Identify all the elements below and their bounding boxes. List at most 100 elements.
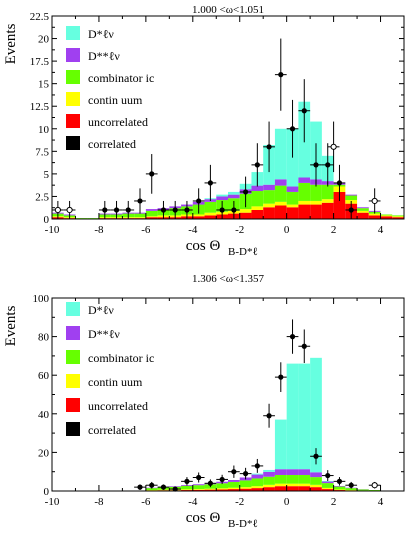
bar-segment — [357, 208, 369, 211]
x-tick-label: -8 — [94, 496, 104, 508]
legend-swatch — [66, 326, 80, 340]
data-point — [173, 207, 178, 212]
data-point — [137, 485, 142, 490]
bar-segment — [193, 485, 205, 489]
bar-segment — [275, 475, 287, 484]
legend-swatch — [66, 374, 80, 388]
chart-title: 1.306 <ω<1.357 — [192, 273, 264, 285]
bar-segment — [134, 217, 146, 218]
bar-segment — [298, 484, 310, 487]
bar-segment — [310, 205, 322, 219]
bar-segment — [275, 205, 287, 219]
bar-segment — [134, 214, 146, 218]
legend-swatch — [66, 26, 80, 40]
bar-segment — [228, 192, 240, 195]
data-point — [208, 180, 213, 185]
bar-segment — [275, 129, 287, 180]
data-point-open — [67, 207, 72, 212]
legend-label: correlated — [88, 423, 136, 437]
data-point — [243, 189, 248, 194]
data-point — [337, 180, 342, 185]
bar-segment — [205, 489, 217, 490]
data-point — [302, 108, 307, 113]
bar-segment — [193, 489, 205, 490]
bar-segment — [193, 214, 205, 216]
bar-segment — [287, 475, 299, 484]
data-point-open — [55, 207, 60, 212]
legend-swatch — [66, 70, 80, 84]
bar-segment — [357, 207, 369, 208]
bar-segment — [322, 483, 334, 488]
bar-segment — [287, 484, 299, 487]
bar-segment — [275, 469, 287, 475]
bar-segment — [146, 216, 158, 217]
data-point — [325, 473, 330, 478]
bar-segment — [193, 484, 205, 485]
bar-segment — [146, 209, 158, 211]
bar-segment — [310, 201, 322, 205]
y-tick-label: 22.5 — [30, 11, 50, 23]
bar-segment — [381, 214, 393, 215]
x-axis-label: cos Θ — [186, 510, 221, 526]
bar-segment — [263, 185, 275, 190]
bar-segment — [322, 185, 334, 199]
bar-segment — [251, 474, 263, 475]
bar-segment — [310, 477, 322, 485]
bar-segment — [287, 192, 299, 205]
y-tick-label: 10 — [38, 124, 50, 136]
data-point — [149, 483, 154, 488]
bar-segment — [251, 475, 263, 479]
x-tick-label: -2 — [235, 224, 244, 236]
data-point — [278, 375, 283, 380]
data-point — [290, 126, 295, 131]
legend-swatch — [66, 398, 80, 412]
x-tick-label: -10 — [45, 496, 60, 508]
bar-segment — [205, 202, 217, 213]
data-point — [290, 334, 295, 339]
legend-swatch — [66, 136, 80, 150]
data-point — [325, 162, 330, 167]
bar-segment — [322, 482, 334, 484]
bar-segment — [240, 209, 252, 213]
x-tick-label: -8 — [94, 224, 104, 236]
bar-segment — [275, 186, 287, 202]
bar-segment — [334, 489, 346, 490]
bar-segment — [251, 210, 263, 219]
bar-segment — [251, 486, 263, 488]
x-tick-label: -10 — [45, 224, 60, 236]
bar-segment — [369, 215, 381, 219]
data-point — [114, 207, 119, 212]
data-point — [337, 479, 342, 484]
bar-segment — [205, 215, 217, 219]
bar-segment — [310, 487, 322, 491]
bar-segment — [275, 179, 287, 185]
data-point — [208, 481, 213, 486]
bar-segment — [181, 486, 193, 489]
bar-segment — [298, 475, 310, 484]
bar-segment — [310, 485, 322, 487]
bar-segment — [228, 482, 240, 488]
x-tick-label: 2 — [331, 224, 337, 236]
bar-segment — [298, 486, 310, 491]
bar-segment — [275, 486, 287, 491]
data-point — [149, 171, 154, 176]
y-tick-label: 2.5 — [35, 191, 49, 203]
y-tick-label: 60 — [38, 370, 50, 382]
bar-segment — [263, 472, 275, 477]
data-point-open — [331, 144, 336, 149]
legend-swatch — [66, 350, 80, 364]
bar-segment — [240, 480, 252, 487]
legend-label: D**ℓν — [88, 327, 120, 341]
legend-swatch — [66, 92, 80, 106]
x-tick-label: -6 — [141, 496, 151, 508]
legend-swatch — [66, 114, 80, 128]
data-point-open — [372, 483, 377, 488]
y-tick-label: 17.5 — [30, 56, 50, 68]
legend-label: uncorrelated — [88, 399, 148, 413]
bar-segment — [287, 469, 299, 475]
data-point — [313, 162, 318, 167]
bar-segment — [287, 207, 299, 219]
x-tick-label: 2 — [331, 496, 337, 508]
x-tick-label: -2 — [235, 496, 244, 508]
legend-label: correlated — [88, 137, 136, 151]
